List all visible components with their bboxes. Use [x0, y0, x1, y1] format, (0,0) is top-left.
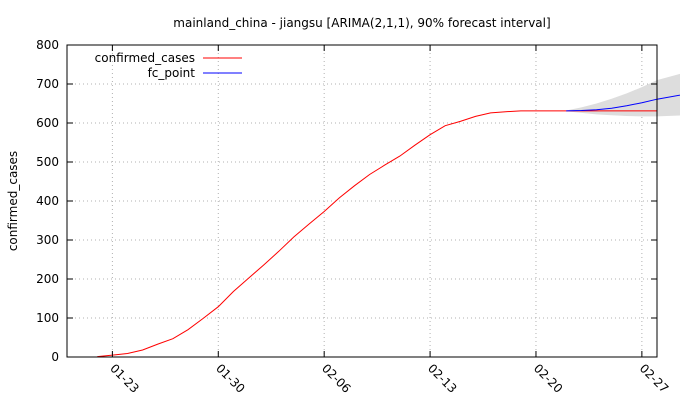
x-tick-label: 02-27	[637, 361, 672, 396]
y-tick-label: 600	[36, 116, 59, 130]
series-layer	[97, 94, 680, 358]
y-tick-label: 400	[36, 194, 59, 208]
forecast-interval-band	[566, 73, 680, 117]
grid-layer	[67, 45, 657, 357]
y-tick-label: 200	[36, 272, 59, 286]
y-tick-label: 0	[51, 350, 59, 364]
x-tick-label: 02-20	[531, 361, 566, 396]
axis-layer: 0 100 200 300 400 500 600 700 800 01-23 01-30 02-06…	[36, 38, 671, 396]
y-tick-label: 100	[36, 311, 59, 325]
x-tick-label: 02-13	[425, 361, 460, 396]
y-tick-label: 700	[36, 77, 59, 91]
legend-label: confirmed_cases	[95, 51, 195, 65]
y-tick-label: 500	[36, 155, 59, 169]
forecast-interval-layer	[566, 73, 680, 117]
y-axis-label: confirmed_cases	[6, 151, 20, 251]
x-tick-label: 01-23	[107, 361, 142, 396]
legend-label: fc_point	[148, 66, 196, 80]
y-tick-label: 300	[36, 233, 59, 247]
x-tick-label: 01-30	[213, 361, 248, 396]
series-line-confirmed-cases	[97, 110, 657, 358]
series-line-fc-point	[566, 94, 680, 112]
y-tick-label: 800	[36, 38, 59, 52]
x-tick-label: 02-06	[319, 361, 354, 396]
chart-title: mainland_china - jiangsu [ARIMA(2,1,1), …	[173, 16, 550, 30]
